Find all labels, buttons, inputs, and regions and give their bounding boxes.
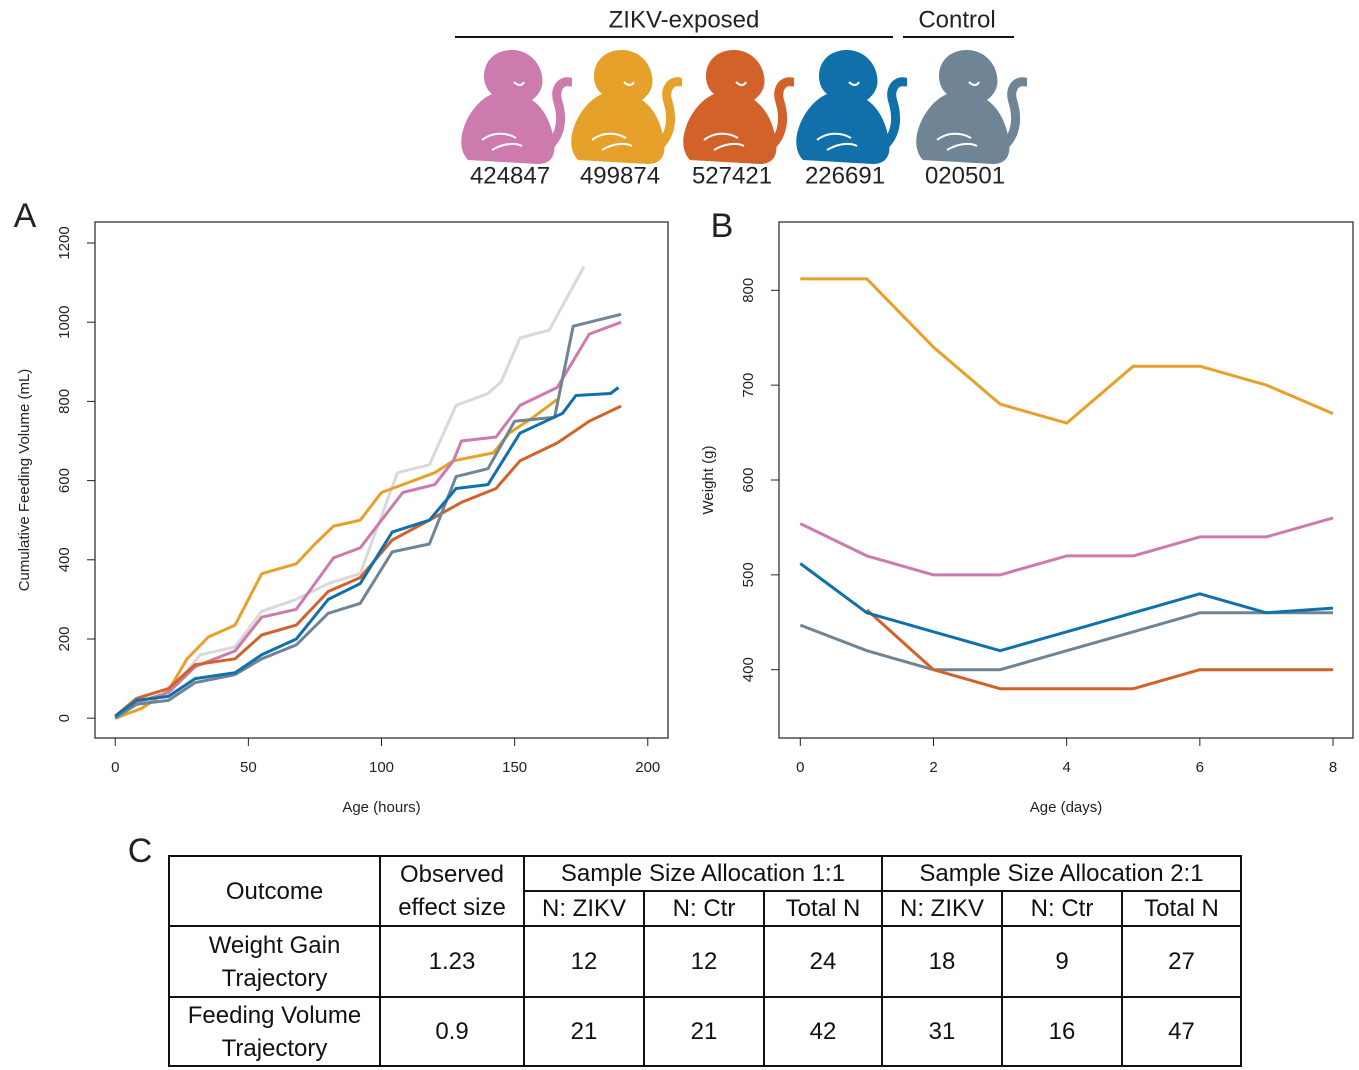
group-header: Sample Size Allocation 1:1: [523, 855, 883, 892]
monkey-icon: [461, 50, 570, 164]
x-tick-label: 8: [1329, 759, 1337, 776]
series-line: [114, 386, 620, 718]
monkey-icon: [683, 50, 792, 164]
series-line: [114, 398, 559, 720]
y-tick-label: 800: [740, 278, 757, 303]
y-tick-label: 500: [740, 562, 757, 587]
y-tick-label: 0: [56, 714, 73, 722]
group-label: Control: [918, 6, 995, 33]
cell: 21: [523, 996, 645, 1067]
cell: Feeding Volume Trajectory: [168, 996, 381, 1067]
series-line: [800, 277, 1334, 425]
group-label: ZIKV-exposed: [609, 6, 760, 33]
x-tick-label: 100: [369, 759, 394, 776]
cell: 0.9: [379, 996, 525, 1067]
cell: 42: [763, 996, 883, 1067]
cell: 27: [1121, 925, 1242, 998]
sub-header: N: ZIKV: [881, 890, 1003, 927]
x-tick-label: 50: [240, 759, 257, 776]
y-tick-label: 800: [56, 389, 73, 414]
plot-frame: [778, 221, 1354, 739]
x-tick-label: 0: [796, 759, 804, 776]
panel-label: C: [128, 832, 153, 870]
sub-header: N: ZIKV: [523, 890, 645, 927]
x-tick-label: 200: [635, 759, 660, 776]
y-axis-title: Weight (g): [700, 446, 717, 515]
header-cell: Outcome: [168, 855, 381, 927]
y-tick-label: 400: [740, 657, 757, 682]
panel-label: B: [711, 207, 734, 245]
series-line: [114, 320, 622, 720]
monkey-icon: [796, 50, 905, 164]
cell: 1.23: [379, 925, 525, 998]
series-line: [114, 265, 586, 718]
x-axis-title: Age (days): [1030, 799, 1103, 816]
series-line: [799, 516, 1334, 577]
group-header: Sample Size Allocation 2:1: [881, 855, 1242, 892]
x-axis-title: Age (hours): [342, 799, 420, 816]
cell: 47: [1121, 996, 1242, 1067]
plot-frame: [94, 221, 669, 739]
header-cell: Observed effect size: [379, 855, 525, 927]
series-line: [865, 608, 1333, 691]
animal-id: 527421: [692, 162, 772, 189]
sub-header: Total N: [1121, 890, 1242, 927]
x-tick-label: 2: [929, 759, 937, 776]
cell: 24: [763, 925, 883, 998]
y-axis-title: Cumulative Feeding Volume (mL): [16, 369, 33, 592]
animal-id: 020501: [925, 162, 1005, 189]
x-tick-label: 4: [1062, 759, 1070, 776]
sub-header: N: Ctr: [643, 890, 765, 927]
monkey-icon: [571, 50, 680, 164]
y-tick-label: 1000: [56, 306, 73, 339]
series-line: [799, 611, 1333, 672]
panel-label: A: [14, 197, 37, 235]
series-line: [114, 404, 622, 718]
y-tick-label: 1200: [56, 226, 73, 259]
cell: 12: [523, 925, 645, 998]
animal-id: 499874: [580, 162, 660, 189]
x-tick-label: 0: [111, 759, 119, 776]
animal-id: 226691: [805, 162, 885, 189]
series-line: [799, 562, 1334, 653]
y-tick-label: 700: [740, 373, 757, 398]
x-tick-label: 150: [502, 759, 527, 776]
y-tick-label: 600: [56, 468, 73, 493]
sub-header: Total N: [763, 890, 883, 927]
y-tick-label: 200: [56, 626, 73, 651]
table: Outcome Observed effect size Sample Size…: [168, 855, 1242, 1067]
sub-header: N: Ctr: [1001, 890, 1123, 927]
cell: Weight Gain Trajectory: [168, 925, 381, 998]
series-line: [114, 312, 622, 720]
cell: 12: [643, 925, 765, 998]
cell: 16: [1001, 996, 1123, 1067]
monkey-icon: [916, 50, 1025, 164]
cell: 9: [1001, 925, 1123, 998]
cell: 21: [643, 996, 765, 1067]
y-tick-label: 400: [56, 547, 73, 572]
animal-id: 424847: [470, 162, 550, 189]
cell: 31: [881, 996, 1003, 1067]
x-tick-label: 6: [1196, 759, 1204, 776]
y-tick-label: 600: [740, 467, 757, 492]
cell: 18: [881, 925, 1003, 998]
